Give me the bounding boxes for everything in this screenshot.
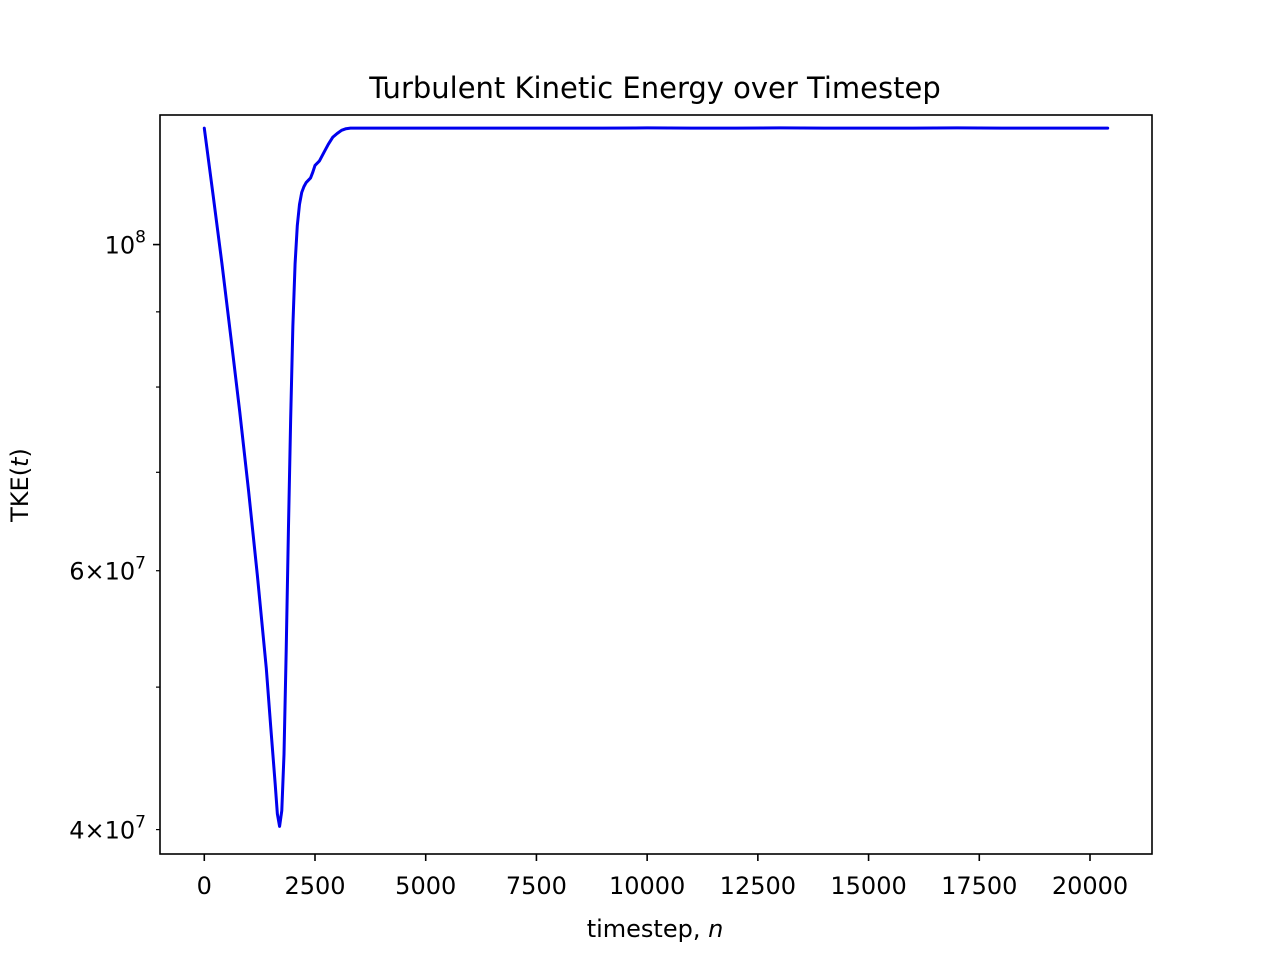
y-tick-label: 4×107 — [69, 813, 146, 845]
plot-frame — [159, 114, 1153, 855]
y-axis-title-close: ) — [6, 448, 34, 457]
y-axis-title-variable: t — [6, 456, 34, 467]
x-tick-label: 15000 — [830, 872, 906, 900]
x-tick-label: 12500 — [720, 872, 796, 900]
chart-title: Turbulent Kinetic Energy over Timestep — [368, 71, 941, 105]
x-axis-title: timestep, n — [587, 915, 724, 943]
x-tick-label: 2500 — [284, 872, 345, 900]
y-tick-label: 6×107 — [69, 554, 146, 586]
x-tick-label: 17500 — [941, 872, 1017, 900]
x-tick-label: 10000 — [609, 872, 685, 900]
series-layer — [202, 126, 1110, 828]
x-axis-title-variable: n — [708, 915, 723, 943]
x-tick-label: 0 — [197, 872, 212, 900]
tke-series-line — [202, 126, 1110, 828]
x-axis-title-text: timestep, — [587, 915, 708, 943]
y-axis-title-text: TKE( — [6, 467, 34, 523]
x-tick-label: 7500 — [506, 872, 567, 900]
y-axis-title: TKE(t) — [6, 448, 34, 523]
y-axis-ticks: 108 4×107 6×107 — [69, 228, 160, 845]
x-tick-label: 5000 — [395, 872, 456, 900]
y-tick-label: 108 — [105, 228, 146, 260]
x-axis-ticks: 0 2500 5000 7500 10000 12500 15000 17500 20000 — [197, 854, 1128, 900]
x-tick-label: 20000 — [1052, 872, 1128, 900]
